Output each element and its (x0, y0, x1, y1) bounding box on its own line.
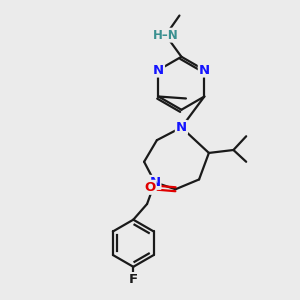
Text: F: F (129, 273, 138, 286)
Text: N: N (176, 121, 187, 134)
Text: N: N (153, 64, 164, 76)
Text: O: O (144, 181, 156, 194)
Text: H–N: H–N (153, 29, 178, 42)
Text: N: N (199, 64, 210, 76)
Text: N: N (149, 176, 161, 189)
